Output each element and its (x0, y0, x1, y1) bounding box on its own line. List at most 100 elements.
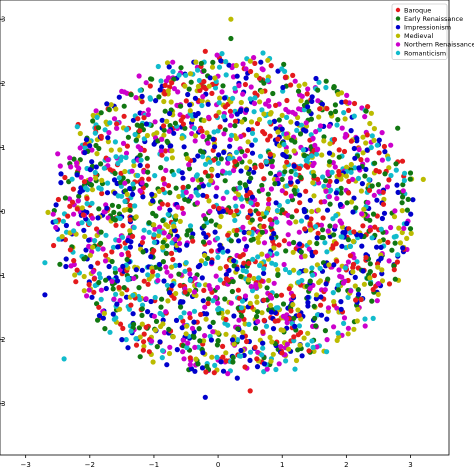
data-point (215, 300, 221, 306)
data-point (404, 235, 410, 241)
data-point (192, 344, 198, 350)
data-point (244, 338, 250, 345)
data-point (231, 167, 237, 174)
data-point (399, 200, 405, 206)
data-point (147, 95, 153, 101)
data-point (258, 59, 264, 65)
data-point (165, 298, 171, 304)
data-point (236, 238, 242, 244)
data-point (94, 151, 100, 157)
data-point (198, 60, 204, 66)
data-point (131, 321, 137, 327)
data-point (176, 193, 182, 200)
data-point (273, 102, 279, 108)
data-point (137, 334, 143, 340)
data-point (348, 288, 354, 294)
data-point (314, 262, 320, 268)
data-point (88, 264, 94, 270)
data-point (268, 358, 274, 364)
data-point (109, 202, 115, 208)
data-point (185, 184, 191, 190)
data-point (165, 202, 171, 208)
data-point (156, 94, 162, 100)
data-point (211, 129, 217, 135)
data-point (222, 95, 228, 101)
data-point (348, 169, 354, 175)
data-point (311, 303, 317, 309)
data-point (341, 110, 347, 116)
data-point (50, 211, 56, 217)
data-point (195, 83, 201, 89)
data-point (106, 263, 112, 270)
data-point (108, 147, 114, 153)
data-point (313, 249, 319, 255)
data-point (137, 87, 143, 93)
data-point (160, 317, 166, 323)
data-point (180, 121, 186, 127)
data-point (295, 88, 302, 94)
data-point (358, 232, 364, 238)
data-point (157, 266, 163, 272)
data-point (288, 175, 294, 181)
data-point (215, 172, 221, 179)
legend-label: Romanticism (404, 49, 446, 57)
data-point (93, 142, 99, 149)
data-point (236, 353, 242, 359)
data-point (180, 210, 186, 216)
plot-frame (0, 0, 450, 456)
data-point (74, 160, 80, 166)
data-point (155, 277, 161, 284)
data-point (229, 132, 235, 138)
data-point (286, 241, 292, 247)
data-point (111, 116, 118, 122)
data-point (236, 317, 242, 323)
data-point (348, 128, 354, 134)
data-point (205, 296, 212, 302)
data-point (201, 338, 207, 344)
data-point (358, 188, 364, 194)
data-point (229, 337, 236, 343)
data-point (380, 201, 387, 207)
data-point (203, 316, 209, 322)
data-point (318, 312, 325, 318)
data-point (107, 167, 113, 173)
data-point (107, 329, 113, 335)
data-point (177, 240, 183, 247)
data-point (79, 220, 85, 226)
data-point (102, 258, 109, 264)
data-point (167, 123, 173, 129)
data-point (226, 62, 232, 68)
data-point (298, 98, 304, 104)
data-point (169, 264, 175, 270)
data-point (57, 163, 63, 169)
data-point (91, 289, 97, 295)
data-point (362, 316, 368, 322)
data-point (117, 297, 123, 304)
data-point (193, 113, 199, 119)
data-point (225, 160, 231, 166)
data-point (167, 84, 173, 90)
data-point (122, 180, 128, 186)
data-point (343, 164, 350, 170)
data-point (216, 109, 222, 115)
data-point (123, 245, 129, 251)
data-point (223, 72, 229, 78)
data-point (251, 275, 257, 282)
data-point (214, 284, 221, 291)
data-point (240, 61, 246, 67)
data-point (274, 219, 280, 225)
data-point (79, 205, 85, 211)
data-point (252, 344, 258, 350)
data-point (198, 148, 204, 154)
data-point (231, 212, 237, 218)
data-point (71, 228, 77, 234)
data-point (169, 148, 175, 154)
data-point (159, 201, 165, 207)
data-point (237, 185, 243, 191)
data-point (362, 114, 368, 120)
data-point (242, 321, 248, 327)
data-point (356, 146, 362, 153)
data-point (182, 268, 188, 274)
data-point (290, 249, 296, 255)
data-point (334, 122, 340, 128)
